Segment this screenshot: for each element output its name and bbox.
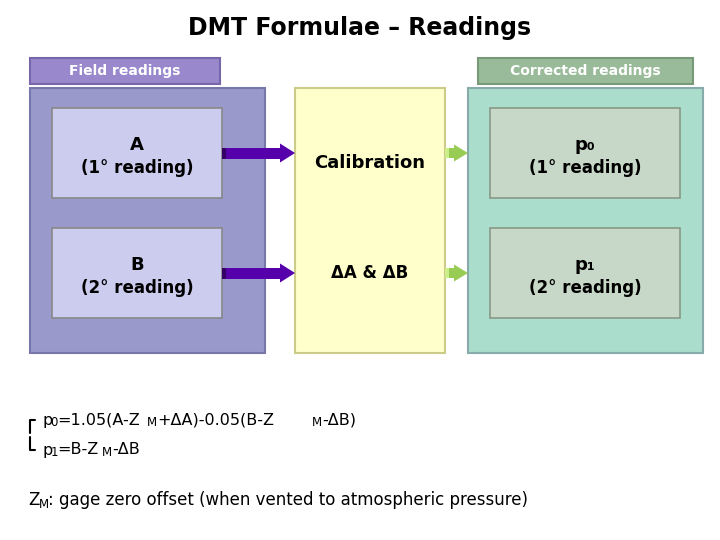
Text: 0: 0: [50, 416, 58, 429]
Text: B: B: [130, 256, 144, 274]
Text: DMT Formulae – Readings: DMT Formulae – Readings: [189, 16, 531, 40]
FancyBboxPatch shape: [490, 228, 680, 318]
FancyBboxPatch shape: [30, 58, 220, 84]
Text: (2° reading): (2° reading): [528, 279, 642, 297]
Text: A: A: [130, 136, 144, 154]
Text: Z: Z: [28, 491, 40, 509]
Text: M: M: [147, 416, 157, 429]
Text: p₀: p₀: [575, 136, 595, 154]
FancyBboxPatch shape: [295, 88, 445, 353]
FancyBboxPatch shape: [490, 108, 680, 198]
Text: p: p: [42, 413, 53, 428]
Text: 1: 1: [50, 447, 58, 460]
Bar: [445, 268, 449, 278]
Text: p: p: [42, 442, 53, 457]
FancyBboxPatch shape: [52, 108, 222, 198]
Bar: [222, 147, 280, 159]
Text: Calibration: Calibration: [315, 154, 426, 172]
FancyBboxPatch shape: [52, 228, 222, 318]
Bar: [222, 267, 226, 279]
Polygon shape: [454, 145, 468, 161]
FancyBboxPatch shape: [30, 88, 265, 353]
Text: M: M: [312, 416, 322, 429]
Text: M: M: [39, 497, 49, 510]
Text: -ΔB: -ΔB: [112, 442, 140, 457]
Polygon shape: [280, 264, 295, 282]
Text: =1.05(A-Z: =1.05(A-Z: [57, 413, 140, 428]
Text: M: M: [102, 447, 112, 460]
Text: =B-Z: =B-Z: [57, 442, 98, 457]
Text: p₁: p₁: [575, 256, 595, 274]
Text: +ΔA)-0.05(B-Z: +ΔA)-0.05(B-Z: [157, 413, 274, 428]
Text: Field readings: Field readings: [69, 64, 181, 78]
Polygon shape: [280, 144, 295, 163]
Text: (2° reading): (2° reading): [81, 279, 193, 297]
FancyBboxPatch shape: [468, 88, 703, 353]
Bar: [445, 268, 454, 278]
Text: -ΔB): -ΔB): [322, 413, 356, 428]
Bar: [222, 147, 226, 159]
Text: : gage zero offset (when vented to atmospheric pressure): : gage zero offset (when vented to atmos…: [48, 491, 528, 509]
Text: Corrected readings: Corrected readings: [510, 64, 661, 78]
Polygon shape: [454, 265, 468, 281]
Bar: [445, 148, 449, 158]
Bar: [222, 267, 280, 279]
FancyBboxPatch shape: [478, 58, 693, 84]
Bar: [445, 148, 454, 158]
Text: (1° reading): (1° reading): [528, 159, 642, 177]
Text: (1° reading): (1° reading): [81, 159, 193, 177]
Text: ΔA & ΔB: ΔA & ΔB: [331, 264, 409, 282]
